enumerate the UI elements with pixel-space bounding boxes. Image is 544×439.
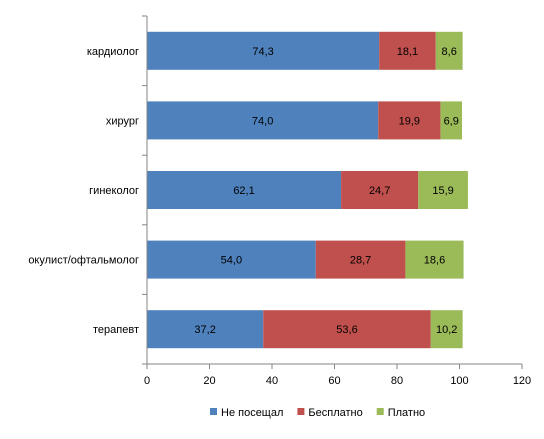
bar-segment-1-4 xyxy=(147,240,316,279)
data-label: 53,6 xyxy=(336,324,357,336)
bar-segment-2-1 xyxy=(379,31,436,70)
category-label: гинеколог xyxy=(89,185,139,197)
legend-swatch-2 xyxy=(297,408,305,415)
legend-swatch-3 xyxy=(376,408,384,415)
data-label: 6,9 xyxy=(444,115,459,127)
x-tick-label: 20 xyxy=(203,375,215,387)
bar-segment-2-4 xyxy=(315,240,406,279)
x-tick-label: 60 xyxy=(328,375,340,387)
category-label: хирург xyxy=(106,115,139,127)
legend: Не посещал Бесплатно Платно xyxy=(210,407,425,419)
bar-segment-2-3 xyxy=(341,171,419,209)
bar-segment-3-4 xyxy=(405,240,464,279)
data-label: 54,0 xyxy=(221,255,242,267)
data-label: 8,6 xyxy=(442,46,457,58)
bar-segment-1-1 xyxy=(147,31,380,70)
data-label: 37,2 xyxy=(194,324,215,336)
bar-segment-3-5 xyxy=(430,310,463,349)
legend-label-3: Платно xyxy=(388,407,425,419)
data-label: 62,1 xyxy=(233,185,254,197)
bars-layer: 74,3 18,1 8,6 74,0 19,9 6,9 62,1 24,7 15,9 54,0 28… xyxy=(147,31,468,349)
x-tick-label: 120 xyxy=(513,375,531,387)
bar-segment-1-5 xyxy=(147,310,264,349)
bar-segment-2-5 xyxy=(263,310,431,349)
x-tick-label: 0 xyxy=(144,375,150,387)
data-label: 18,6 xyxy=(424,255,445,267)
data-label: 74,3 xyxy=(252,46,273,58)
data-label: 10,2 xyxy=(436,324,457,336)
x-tick-label: 80 xyxy=(391,375,403,387)
bar-segment-1-2 xyxy=(147,101,379,140)
data-label: 19,9 xyxy=(399,115,420,127)
category-label: кардиолог xyxy=(87,46,139,58)
axes-layer: кардиолог хирург гинеколог окулист/офтальмо… xyxy=(28,15,531,387)
x-tick-label: 40 xyxy=(266,375,278,387)
legend-label-2: Бесплатно xyxy=(308,407,362,419)
bar-segment-3-1 xyxy=(435,31,463,70)
bar-segment-3-2 xyxy=(440,101,462,140)
data-label: 28,7 xyxy=(350,255,371,267)
data-label: 18,1 xyxy=(397,46,418,58)
bar-segment-1-3 xyxy=(147,171,342,209)
legend-label-1: Не посещал xyxy=(221,407,283,419)
data-label: 74,0 xyxy=(252,115,273,127)
data-label: 24,7 xyxy=(369,185,390,197)
x-tick-label: 100 xyxy=(450,375,468,387)
category-label: терапевт xyxy=(93,324,139,336)
bar-segment-3-3 xyxy=(418,171,468,209)
legend-swatch-1 xyxy=(210,408,217,415)
category-label: окулист/офтальмолог xyxy=(28,255,139,267)
bar-segment-2-2 xyxy=(378,101,441,140)
data-label: 15,9 xyxy=(432,185,453,197)
